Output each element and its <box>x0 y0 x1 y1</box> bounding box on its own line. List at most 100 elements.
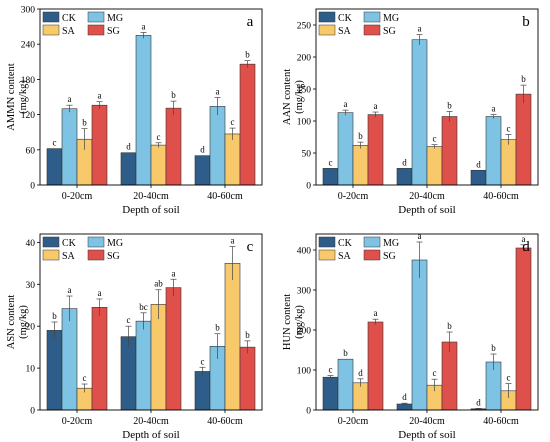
bar-sg-20-40cm <box>165 287 182 411</box>
x-tick-label: 40-60cm <box>207 191 243 202</box>
bar-ck-0-20cm <box>322 376 339 411</box>
bar-ck-20-40cm <box>396 168 413 186</box>
bar-sg-20-40cm <box>441 341 458 411</box>
panel-letter: d <box>522 239 530 255</box>
x-axis-label: Depth of soil <box>122 204 179 216</box>
y-tick-label: 100 <box>297 118 312 128</box>
x-tick-label: 20-40cm <box>133 416 169 427</box>
panel-letter: a <box>247 14 254 30</box>
legend-swatch-sg <box>363 24 381 36</box>
legend-label-sg: SG <box>383 251 396 262</box>
y-tick-label: 0 <box>306 182 311 192</box>
y-tick-label: 100 <box>297 367 312 377</box>
bar-ck-20-40cm <box>120 336 137 411</box>
significance-letter: b <box>171 90 176 100</box>
y-tick-label: 0 <box>30 407 35 417</box>
x-tick-label: 40-60cm <box>483 191 519 202</box>
x-tick-label: 40-60cm <box>207 416 243 427</box>
legend-label-mg: MG <box>383 13 399 24</box>
significance-letter: b <box>358 131 363 141</box>
bar-sa-0-20cm <box>352 145 369 186</box>
significance-letter: c <box>433 368 437 378</box>
significance-letter: d <box>126 142 131 152</box>
legend-label-mg: MG <box>107 13 123 24</box>
significance-letter: a <box>374 101 378 111</box>
significance-letter: c <box>127 315 131 325</box>
y-axis-label-name: HUN content <box>282 294 293 350</box>
y-axis-label-unit: (mg/kg) <box>294 305 305 339</box>
significance-letter: a <box>374 308 378 318</box>
bar-ck-20-40cm <box>396 403 413 411</box>
significance-letter: a <box>231 236 235 246</box>
chart-panel-b: c a b a 0-20cm d a c b 20-40cm d a c b 40-60cm 0 50 100 15… <box>282 8 539 216</box>
y-axis-label-unit: (mg/kg) <box>294 80 305 114</box>
significance-letter: d <box>402 392 407 402</box>
legend-label-sa: SA <box>62 26 76 37</box>
significance-letter: b <box>82 118 87 128</box>
y-axis-label: AAN content(mg/kg) <box>282 69 305 125</box>
significance-letter: b <box>447 100 452 110</box>
y-tick-label: 60 <box>26 146 36 156</box>
legend-label-sa: SA <box>338 251 352 262</box>
significance-letter: b <box>52 311 57 321</box>
significance-letter: d <box>200 145 205 155</box>
legend-swatch-sg <box>87 249 105 261</box>
y-tick-label: 30 <box>26 281 36 291</box>
y-tick-label: 300 <box>21 6 36 16</box>
y-tick-label: 120 <box>21 111 36 121</box>
significance-letter: c <box>83 373 87 383</box>
chart-panel-a: c a b a 0-20cm d a c b 20-40cm d a c b 40-60cm 0 60 120 18… <box>6 6 263 216</box>
panel-letter: b <box>522 14 530 30</box>
bar-mg-0-20cm <box>61 308 78 411</box>
bar-mg-20-40cm <box>135 35 152 186</box>
x-tick-label: 20-40cm <box>409 416 445 427</box>
significance-letter: a <box>216 87 220 97</box>
legend-label-sg: SG <box>107 26 120 37</box>
significance-letter: a <box>98 91 102 101</box>
significance-letter: c <box>507 123 511 133</box>
y-axis-label-name: AMMN content <box>6 63 17 130</box>
legend-label-sa: SA <box>62 251 76 262</box>
y-axis-label: HUN content(mg/kg) <box>282 294 305 350</box>
y-tick-label: 50 <box>302 150 312 160</box>
bar-sg-40-60cm <box>515 93 532 186</box>
significance-letter: a <box>418 231 422 241</box>
x-tick-label: 0-20cm <box>62 416 93 427</box>
x-axis-label: Depth of soil <box>122 429 179 441</box>
significance-letter: c <box>433 134 437 144</box>
x-tick-label: 20-40cm <box>133 191 169 202</box>
chart-panel-c: baca0-20cmcbcaba20-40cmcbab40-60cm010203… <box>6 233 263 441</box>
y-tick-label: 0 <box>30 182 35 192</box>
significance-letter: b <box>245 50 250 60</box>
bar-sg-0-20cm <box>367 321 384 411</box>
significance-letter: c <box>329 157 333 167</box>
x-axis-label: Depth of soil <box>398 204 455 216</box>
legend-swatch-mg <box>363 11 381 23</box>
bar-sg-0-20cm <box>91 307 108 411</box>
legend-label-ck: CK <box>338 13 353 24</box>
bar-sa-40-60cm <box>500 139 517 186</box>
y-tick-label: 40 <box>26 239 36 249</box>
bar-sa-40-60cm <box>224 263 241 411</box>
y-tick-label: 400 <box>297 247 312 257</box>
bar-ck-40-60cm <box>470 169 487 186</box>
legend-swatch-ck <box>42 11 60 23</box>
x-axis-label: Depth of soil <box>398 429 455 441</box>
significance-letter: ab <box>154 279 163 289</box>
bar-sg-20-40cm <box>165 107 182 186</box>
significance-letter: c <box>157 132 161 142</box>
bar-sa-20-40cm <box>150 144 167 186</box>
legend-swatch-sa <box>318 24 336 36</box>
bar-sg-20-40cm <box>441 116 458 186</box>
bar-mg-0-20cm <box>61 108 78 186</box>
x-tick-label: 0-20cm <box>338 191 369 202</box>
bar-ck-20-40cm <box>120 152 137 186</box>
y-tick-label: 150 <box>297 86 312 96</box>
y-tick-label: 0 <box>306 407 311 417</box>
y-tick-label: 20 <box>26 323 36 333</box>
bar-ck-0-20cm <box>46 148 63 186</box>
bar-mg-20-40cm <box>411 39 428 186</box>
bar-mg-20-40cm <box>411 259 428 411</box>
bar-mg-40-60cm <box>209 106 226 186</box>
plot-frame <box>315 233 539 411</box>
